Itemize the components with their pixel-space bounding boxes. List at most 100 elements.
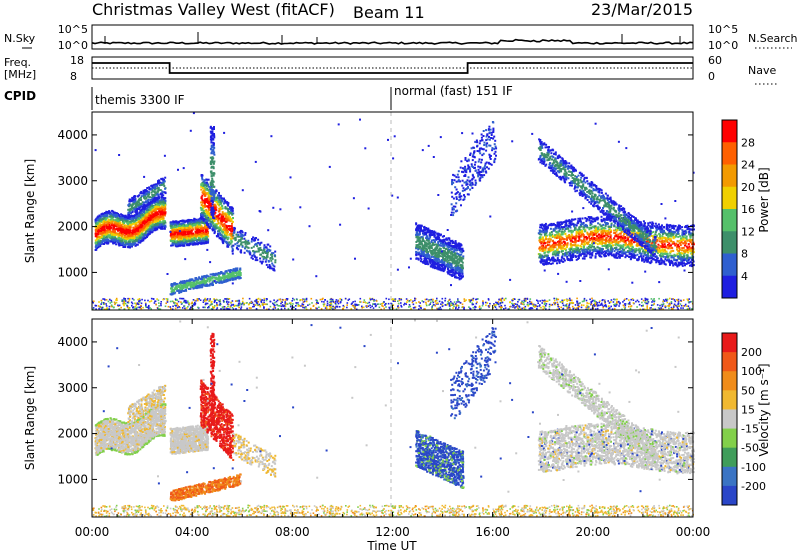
echo-cell: [219, 200, 222, 203]
echo-cell: [196, 231, 199, 233]
echo-cell: [155, 198, 158, 201]
echo-cell: [210, 200, 213, 203]
echo-cell: [183, 281, 185, 284]
echo-cell: [203, 212, 206, 215]
echo-cell: [147, 233, 150, 236]
echo-cell: [103, 221, 106, 224]
echo-cell: [128, 230, 130, 233]
echo-cell: [211, 183, 214, 186]
echo-cell: [187, 223, 190, 226]
echo-cell: [211, 165, 214, 168]
echo-cell: [194, 235, 197, 238]
echo-cell: [138, 211, 141, 214]
echo-cell: [243, 251, 246, 254]
echo-cell: [197, 230, 200, 233]
echo-cell: [171, 244, 174, 247]
echo-cell: [99, 230, 102, 232]
echo-cell: [231, 220, 234, 223]
echo-cell: [133, 196, 136, 199]
echo-cell: [188, 228, 191, 231]
echo-cell: [137, 227, 140, 230]
echo-cell: [228, 243, 231, 246]
echo-cell: [238, 271, 241, 274]
echo-cell: [126, 233, 129, 236]
echo-cell: [128, 209, 131, 211]
echo-cell: [259, 242, 262, 245]
cpid-mode-2: normal (fast) 151 IF: [394, 84, 513, 98]
echo-cell: [177, 286, 180, 288]
echo-cell: [135, 208, 138, 211]
echo-cell: [209, 195, 212, 198]
echo-cell: [210, 273, 213, 276]
echo-cell: [228, 212, 231, 215]
echo-cell: [187, 284, 190, 287]
echo-cell: [155, 226, 158, 229]
echo-cell: [204, 187, 207, 190]
echo-cell: [182, 290, 185, 292]
echo-cell: [221, 223, 224, 226]
echo-cell: [217, 221, 220, 224]
echo-cell: [205, 185, 208, 188]
echo-cell: [273, 265, 276, 268]
echo-cell: [198, 235, 201, 238]
echo-cell: [206, 241, 209, 243]
echo-cell: [185, 289, 188, 292]
echo-cell: [140, 239, 143, 242]
echo-cell: [211, 206, 214, 209]
echo-cell: [102, 242, 105, 245]
echo-cell: [194, 277, 197, 280]
echo-cell: [134, 205, 137, 208]
echo-cell: [231, 213, 234, 216]
echo-cell: [210, 132, 213, 135]
echo-cell: [144, 223, 146, 226]
echo-cell: [136, 243, 139, 246]
echo-cell: [189, 278, 192, 281]
echo-cell: [101, 218, 104, 221]
echo-cell: [98, 232, 101, 235]
echo-cell: [192, 222, 195, 225]
echo-cell: [181, 222, 184, 225]
echo-cell: [223, 277, 226, 280]
echo-cell: [205, 216, 208, 219]
echo-cell: [184, 227, 187, 230]
echo-cell: [154, 203, 157, 206]
echo-cell: [224, 200, 227, 203]
echo-cell: [207, 235, 210, 238]
echo-cell: [215, 222, 218, 225]
echo-cell: [194, 220, 196, 223]
echo-cell: [210, 172, 213, 175]
echo-cell: [158, 197, 161, 200]
echo-cell: [106, 227, 109, 230]
echo-cell: [146, 203, 149, 206]
echo-cell: [219, 281, 222, 284]
echo-cell: [182, 236, 185, 239]
echo-cell: [154, 227, 157, 230]
echo-cell: [252, 245, 255, 248]
echo-cell: [188, 239, 191, 242]
echo-cell: [129, 229, 132, 232]
echo-cell: [122, 214, 125, 217]
echo-cell: [111, 240, 114, 243]
echo-cell: [216, 197, 219, 200]
echo-cell: [178, 226, 181, 229]
echo-cell: [263, 244, 266, 247]
echo-cell: [136, 237, 138, 240]
noise-right-tick-top: 10^5: [708, 23, 738, 36]
echo-cell: [184, 220, 187, 223]
echo-cell: [181, 282, 183, 285]
echo-cell: [216, 235, 219, 237]
echo-cell: [130, 234, 133, 237]
echo-cell: [211, 179, 214, 182]
echo-cell: [114, 213, 117, 216]
echo-cell: [176, 234, 179, 236]
echo-cell: [223, 240, 226, 243]
echo-cell: [212, 224, 215, 227]
echo-cell: [223, 223, 225, 226]
echo-cell: [118, 231, 121, 234]
echo-cell: [132, 227, 135, 230]
echo-cell: [139, 241, 142, 244]
echo-cell: [200, 216, 203, 219]
echo-cell: [226, 207, 229, 210]
echo-cell: [133, 201, 136, 204]
